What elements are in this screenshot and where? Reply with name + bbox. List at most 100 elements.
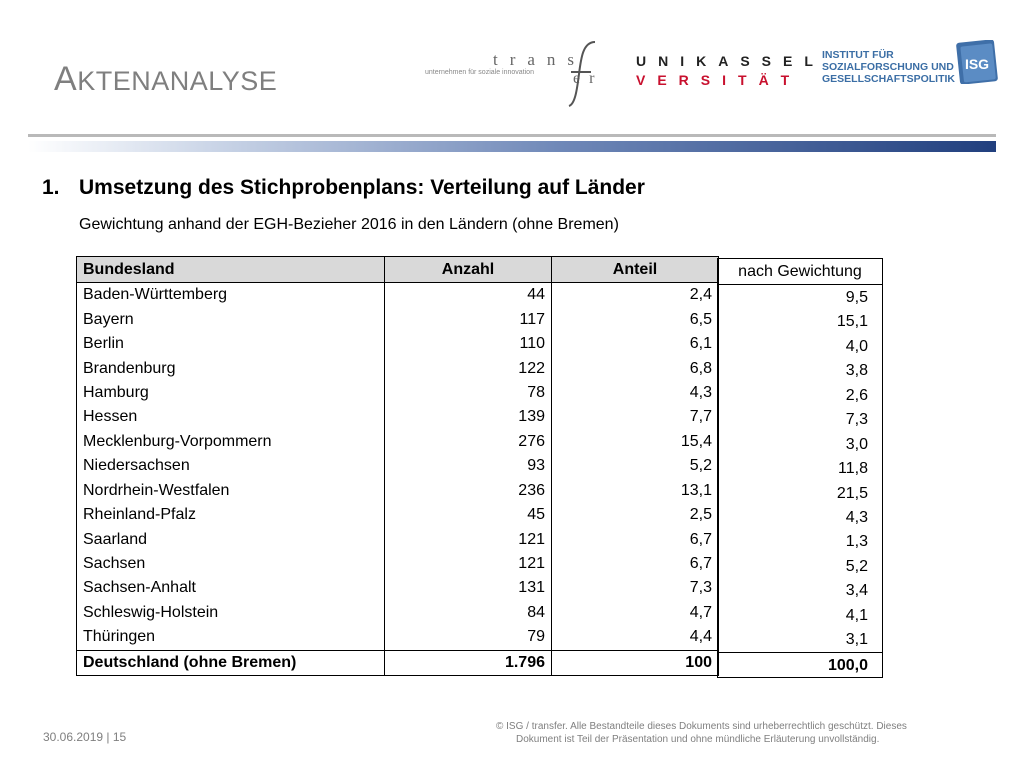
transfer-logo: trans er unternehmen für soziale innovat… xyxy=(425,38,620,108)
cell-bundesland: Saarland xyxy=(76,527,385,552)
cell-anteil: 7,7 xyxy=(551,405,719,430)
cell-bundesland: Hessen xyxy=(76,405,385,430)
slide-title-rest: KTENANALYSE xyxy=(77,66,278,96)
weighting-cell: 4,3 xyxy=(845,508,868,526)
cell-anteil: 2,4 xyxy=(551,282,719,308)
table-row: Schleswig-Holstein 84 4,7 xyxy=(76,600,719,626)
section-subheading: Gewichtung anhand der EGH-Bezieher 2016 … xyxy=(79,216,619,233)
table-row: Nordrhein-Westfalen 236 13,1 xyxy=(76,478,719,503)
cell-anteil: 7,3 xyxy=(551,576,719,601)
cell-anzahl: 79 xyxy=(384,625,552,651)
uni-kassel-logo: UNIKASSEL VERSITÄT xyxy=(636,52,825,90)
cell-bundesland: Brandenburg xyxy=(76,356,385,381)
cell-anteil: 6,7 xyxy=(551,527,719,552)
cell-anzahl: 276 xyxy=(384,429,552,455)
cell-anteil: 4,4 xyxy=(551,625,719,651)
cell-bundesland: Thüringen xyxy=(76,625,385,651)
column-header-bundesland: Bundesland xyxy=(76,256,385,283)
footer-copyright-line-1: © ISG / transfer. Alle Bestandteile dies… xyxy=(496,721,907,732)
weighting-total-cell: 100,0 xyxy=(718,651,882,677)
cell-anzahl: 121 xyxy=(384,527,552,552)
table-row: Sachsen-Anhalt 131 7,3 xyxy=(76,576,719,601)
transfer-logo-tagline: unternehmen für soziale innovation xyxy=(425,69,534,76)
cell-anteil: 15,4 xyxy=(551,429,719,455)
footer-date-page: 30.06.2019 | 15 xyxy=(43,730,127,744)
weighting-cell: 2,6 xyxy=(845,386,868,404)
kassel-logo-row-1: UNIKASSEL xyxy=(636,53,825,69)
cell-anzahl: 93 xyxy=(384,454,552,479)
weighting-cell: 4,1 xyxy=(845,606,868,624)
cell-anzahl: 110 xyxy=(384,331,552,357)
cell-anzahl: 117 xyxy=(384,307,552,332)
transfer-logo-word: trans xyxy=(493,50,587,69)
cell-anzahl: 121 xyxy=(384,551,552,577)
weighting-header: nach Gewichtung xyxy=(718,259,882,285)
weighting-cell: 4,0 xyxy=(845,337,868,355)
cell-bundesland: Nordrhein-Westfalen xyxy=(76,478,385,503)
isg-logo-line-3: GESELLSCHAFTSPOLITIK xyxy=(822,73,956,85)
table-row: Brandenburg 122 6,8 xyxy=(76,356,719,381)
weighting-cell: 15,1 xyxy=(836,313,868,331)
cell-anzahl: 139 xyxy=(384,405,552,430)
distribution-table: Bundesland Anzahl Anteil Baden-Württembe… xyxy=(76,256,719,676)
footer-copyright-line-2: Dokument ist Teil der Präsentation und o… xyxy=(516,734,880,745)
cell-bundesland: Baden-Württemberg xyxy=(76,282,385,308)
cell-anteil: 4,3 xyxy=(551,380,719,406)
cell-bundesland: Hamburg xyxy=(76,380,385,406)
transfer-f-icon xyxy=(568,41,596,107)
cell-anteil: 2,5 xyxy=(551,502,719,528)
cell-anzahl: 122 xyxy=(384,356,552,381)
cell-anzahl: 44 xyxy=(384,282,552,308)
table-row: Hessen 139 7,7 xyxy=(76,405,719,430)
table-row: Rheinland-Pfalz 45 2,5 xyxy=(76,502,719,528)
cell-anteil: 6,5 xyxy=(551,307,719,332)
cell-anzahl: 84 xyxy=(384,600,552,626)
table-row: Hamburg 78 4,3 xyxy=(76,380,719,406)
weighting-cell: 3,1 xyxy=(845,631,868,649)
weighting-cell: 11,8 xyxy=(838,460,868,478)
weighting-cell: 5,2 xyxy=(845,557,868,575)
cell-anteil: 6,7 xyxy=(551,551,719,577)
total-cell-anzahl: 1.796 xyxy=(384,649,552,676)
cell-bundesland: Rheinland-Pfalz xyxy=(76,502,385,528)
cell-bundesland: Schleswig-Holstein xyxy=(76,600,385,626)
cell-anzahl: 236 xyxy=(384,478,552,503)
cell-anzahl: 131 xyxy=(384,576,552,601)
header-gradient-bar xyxy=(28,141,996,152)
header-rule xyxy=(28,134,996,137)
slide-title: AKTENANALYSE xyxy=(54,60,277,99)
weighting-cell: 21,5 xyxy=(836,484,868,502)
cell-anteil: 4,7 xyxy=(551,600,719,626)
table-total-row: Deutschland (ohne Bremen) 1.796 100 xyxy=(76,649,719,676)
cell-anteil: 6,8 xyxy=(551,356,719,381)
footer-copyright: © ISG / transfer. Alle Bestandteile dies… xyxy=(496,720,986,746)
cell-bundesland: Sachsen xyxy=(76,551,385,577)
column-header-anzahl: Anzahl xyxy=(384,256,552,283)
isg-logo-text: INSTITUT FÜR SOZIALFORSCHUNG UND GESELLS… xyxy=(822,49,955,85)
section-heading-number: 1. xyxy=(42,176,60,199)
isg-logo-line-2: SOZIALFORSCHUNG UND xyxy=(822,61,954,73)
isg-logo-line-1: INSTITUT FÜR xyxy=(822,49,894,61)
section-heading: 1. Umsetzung des Stichprobenplans: Vertei… xyxy=(42,176,645,200)
table-row: Baden-Württemberg 44 2,4 xyxy=(76,282,719,308)
isg-logo-icon: ISG xyxy=(956,40,998,84)
slide-title-initial: A xyxy=(54,60,78,98)
table-row: Thüringen 79 4,4 xyxy=(76,625,719,651)
cell-anteil: 13,1 xyxy=(551,478,719,503)
weighting-cell: 3,8 xyxy=(845,362,868,380)
weighting-cell: 3,0 xyxy=(845,435,868,453)
table-row: Mecklenburg-Vorpommern 276 15,4 xyxy=(76,429,719,455)
cell-anteil: 6,1 xyxy=(551,331,719,357)
total-cell-anteil: 100 xyxy=(551,649,719,676)
column-header-anteil: Anteil xyxy=(551,256,719,283)
table-row: Niedersachsen 93 5,2 xyxy=(76,454,719,479)
cell-bundesland: Mecklenburg-Vorpommern xyxy=(76,429,385,455)
weighting-column: nach Gewichtung 9,5 15,1 4,0 3,8 2,6 7,3 3,0 11… xyxy=(717,258,883,678)
cell-bundesland: Bayern xyxy=(76,307,385,332)
weighting-cell: 3,4 xyxy=(845,582,868,600)
weighting-cell: 1,3 xyxy=(845,533,868,551)
isg-logo-label: ISG xyxy=(965,56,989,72)
table-header-row: Bundesland Anzahl Anteil xyxy=(76,256,719,283)
table-row: Sachsen 121 6,7 xyxy=(76,551,719,577)
cell-bundesland: Berlin xyxy=(76,331,385,357)
